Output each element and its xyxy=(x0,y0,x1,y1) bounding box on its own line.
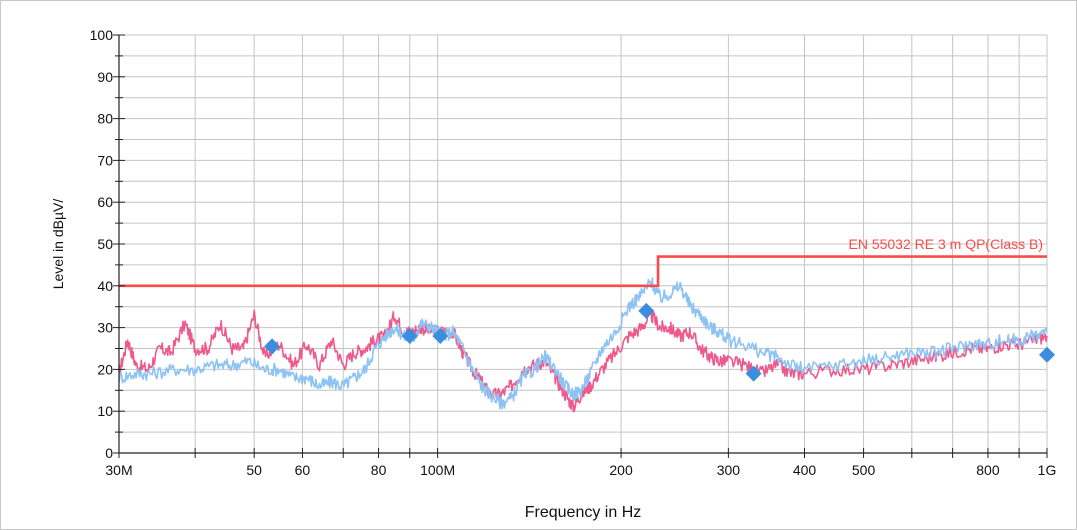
x-tick-label: 400 xyxy=(793,462,817,478)
quasi-peak-marker xyxy=(401,327,418,344)
quasi-peak-marker xyxy=(638,302,655,319)
series-line-2 xyxy=(118,277,1048,410)
quasi-peak-marker xyxy=(1039,346,1055,363)
x-tick-label: 200 xyxy=(609,462,633,478)
y-tick-label: 70 xyxy=(97,152,113,168)
limit-line-label: EN 55032 RE 3 m QP(Class B) xyxy=(848,236,1043,252)
y-tick-label: 80 xyxy=(97,111,113,127)
y-tick-label: 40 xyxy=(97,278,113,294)
tick-labels: 0 10 20 30 40 50 60 70 80 90 100 30M 50 60 80 100M 200 30… xyxy=(90,27,1057,478)
y-tick-label: 60 xyxy=(97,194,113,210)
y-tick-label: 90 xyxy=(97,69,113,85)
quasi-peak-marker xyxy=(264,338,281,355)
x-tick-label: 800 xyxy=(976,462,1000,478)
x-tick-label: 60 xyxy=(295,462,311,478)
chart-series xyxy=(118,277,1048,413)
y-tick-label: 100 xyxy=(90,27,114,43)
limit-lines xyxy=(119,255,1047,288)
y-axis-title: Level in dBµV/ xyxy=(50,199,66,290)
x-tick-label: 50 xyxy=(246,462,262,478)
x-tick-label: 300 xyxy=(717,462,741,478)
x-tick-label: 1G xyxy=(1038,462,1057,478)
x-tick-label: 30M xyxy=(105,462,132,478)
chart-markers xyxy=(264,302,1055,382)
x-tick-label: 80 xyxy=(371,462,387,478)
y-tick-label: 50 xyxy=(97,236,113,252)
y-tick-label: 10 xyxy=(97,403,113,419)
x-tick-label: 100M xyxy=(420,462,455,478)
limit-line xyxy=(119,255,1047,288)
y-tick-label: 20 xyxy=(97,361,113,377)
y-tick-label: 30 xyxy=(97,320,113,336)
quasi-peak-marker xyxy=(432,327,449,344)
chart-axes xyxy=(113,34,1048,458)
y-tick-label: 0 xyxy=(105,445,113,461)
quasi-peak-marker xyxy=(745,365,762,382)
x-axis-title: Frequency in Hz xyxy=(525,504,642,521)
x-tick-label: 500 xyxy=(852,462,876,478)
